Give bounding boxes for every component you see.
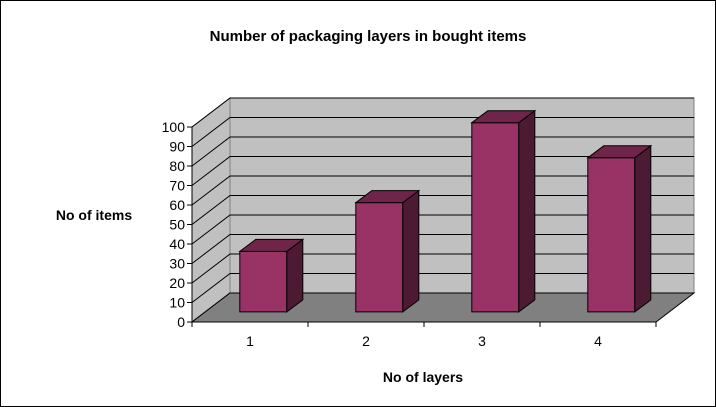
x-tick-label: 1 <box>246 333 254 349</box>
y-tick-label: 100 <box>162 119 186 135</box>
gridline <box>191 97 694 128</box>
y-tick-label: 10 <box>169 295 185 311</box>
x-axis-title: No of layers <box>383 369 463 385</box>
x-tick-label: 3 <box>478 333 486 349</box>
bar-side <box>286 238 304 313</box>
bar-front <box>587 157 636 313</box>
gridline <box>191 273 694 303</box>
gridline <box>191 175 694 206</box>
bar-front <box>471 122 520 313</box>
bar-front <box>355 202 404 313</box>
bar-top <box>470 110 537 124</box>
gridline <box>191 156 694 186</box>
chart-title: Number of packaging layers in bought ite… <box>210 28 527 45</box>
bar-top <box>238 238 305 252</box>
bar <box>470 109 537 313</box>
gridline <box>191 234 694 264</box>
y-tick-label: 20 <box>169 275 185 291</box>
gridline <box>191 117 694 147</box>
bar-side <box>634 144 652 313</box>
y-tick-label: 0 <box>177 314 185 330</box>
bar-side <box>518 109 536 313</box>
x-tick-label: 2 <box>362 333 370 349</box>
y-tick-label: 60 <box>169 197 185 213</box>
gridline <box>191 253 694 284</box>
bar <box>354 189 421 313</box>
bar-top <box>586 145 653 159</box>
y-tick-label: 90 <box>169 139 185 155</box>
y-tick-label: 50 <box>169 217 185 233</box>
y-tick-label: 40 <box>169 236 185 252</box>
bar-top <box>354 190 421 204</box>
y-tick-label: 30 <box>169 256 185 272</box>
y-tick-label: 70 <box>169 178 185 194</box>
bar-front <box>239 250 288 313</box>
bar <box>238 238 305 313</box>
bar-side <box>402 189 420 313</box>
gridline <box>191 214 694 245</box>
gridline <box>191 136 694 167</box>
y-tick-label: 80 <box>169 158 185 174</box>
gridline <box>191 195 694 225</box>
bar <box>586 144 653 313</box>
x-tick-label: 4 <box>594 333 602 349</box>
plot-area: 0 10 20 30 40 50 60 70 80 90 100 1 2 3 4 <box>162 96 696 349</box>
y-axis-title: No of items <box>56 207 132 223</box>
